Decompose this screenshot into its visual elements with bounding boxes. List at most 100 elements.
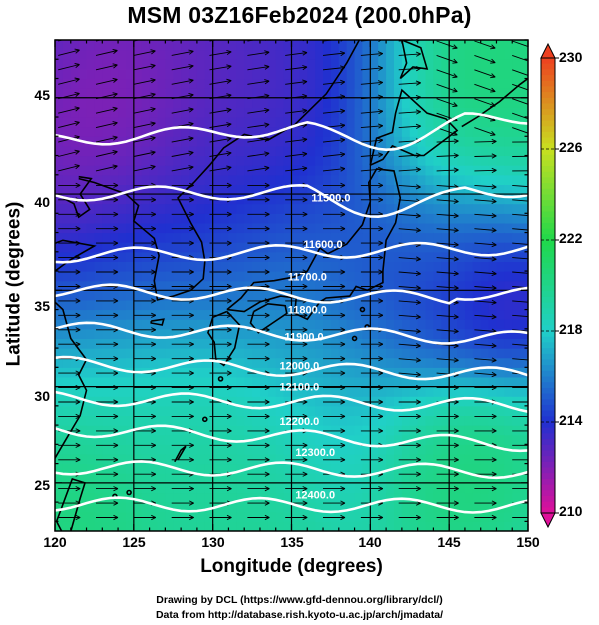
credit-drawing: Drawing by DCL (https://www.gfd-dennou.o…	[156, 594, 443, 606]
field-cell	[204, 117, 214, 128]
field-cell	[315, 482, 324, 494]
field-cell	[307, 165, 316, 176]
field-cell	[55, 117, 64, 128]
field-cell	[173, 367, 182, 378]
vector-head	[302, 442, 308, 448]
field-cell	[425, 155, 434, 166]
field-cell	[196, 59, 206, 70]
field-cell	[464, 502, 474, 513]
field-cell	[323, 280, 332, 291]
field-cell	[417, 213, 427, 224]
field-cell	[204, 232, 214, 243]
wind-vector	[323, 370, 346, 376]
field-cell	[102, 338, 111, 349]
field-cell	[275, 97, 285, 108]
field-cell	[472, 357, 482, 368]
field-cell	[78, 213, 88, 224]
vector-head	[150, 49, 156, 55]
wind-vector	[133, 327, 156, 333]
field-cell	[55, 463, 64, 474]
colorbar-segment	[541, 58, 555, 65]
field-cell	[504, 299, 513, 311]
vector-shaft	[360, 110, 383, 114]
field-cell	[228, 309, 237, 320]
field-cell	[212, 88, 222, 99]
field-cell	[386, 377, 395, 388]
vector-shaft	[512, 329, 528, 332]
vector-shaft	[512, 199, 528, 202]
field-cell	[165, 126, 174, 137]
field-cell	[512, 328, 521, 339]
wind-vector	[436, 256, 459, 262]
field-cell	[354, 521, 364, 531]
field-cell	[165, 222, 174, 234]
field-cell	[204, 482, 214, 494]
field-cell	[283, 97, 293, 108]
field-cell	[149, 59, 159, 70]
field-cell	[252, 386, 261, 397]
field-cell	[457, 328, 466, 339]
field-cell	[425, 184, 434, 195]
field-cell	[173, 377, 182, 388]
field-cell	[228, 242, 237, 253]
field-cell	[181, 271, 190, 282]
field-cell	[433, 319, 442, 330]
field-cell	[433, 309, 442, 320]
vector-head	[302, 240, 308, 246]
field-cell	[283, 367, 293, 378]
field-cell	[299, 444, 308, 455]
wind-vector	[171, 150, 194, 157]
vector-head	[415, 123, 421, 129]
field-cell	[204, 492, 214, 503]
field-cell	[133, 492, 143, 503]
field-cell	[394, 213, 403, 224]
wind-vector	[512, 343, 528, 346]
wind-vector	[512, 127, 528, 136]
field-cell	[354, 78, 364, 89]
field-cell	[220, 454, 229, 465]
field-cell	[220, 40, 229, 51]
field-cell	[94, 473, 103, 484]
vector-head	[453, 270, 459, 277]
field-cell	[244, 405, 253, 416]
field-cell	[425, 78, 434, 89]
field-cell	[425, 165, 434, 176]
field-cell	[173, 88, 182, 99]
field-cell	[401, 309, 411, 320]
field-cell	[386, 174, 395, 185]
field-cell	[220, 261, 229, 272]
field-cell	[299, 40, 308, 51]
field-cell	[480, 338, 490, 349]
field-cell	[354, 117, 364, 128]
field-cell	[464, 88, 474, 99]
vector-head	[189, 486, 194, 492]
field-cell	[133, 299, 143, 311]
field-cell	[401, 117, 411, 128]
vector-shaft	[474, 213, 497, 217]
field-cell	[228, 232, 237, 243]
field-cell	[62, 328, 72, 339]
field-cell	[220, 68, 229, 80]
field-cell	[307, 299, 316, 311]
vector-head	[530, 286, 535, 290]
field-cell	[260, 482, 269, 494]
vector-head	[264, 399, 270, 405]
field-cell	[394, 155, 403, 166]
field-cell	[307, 473, 316, 484]
field-cell	[126, 165, 135, 176]
field-cell	[417, 348, 427, 359]
field-cell	[449, 425, 458, 436]
colorbar-segment	[541, 404, 555, 412]
field-cell	[141, 136, 151, 147]
field-cell	[86, 473, 95, 484]
field-cell	[401, 222, 411, 234]
field-cell	[165, 68, 174, 80]
field-cell	[133, 357, 143, 368]
field-cell	[133, 126, 143, 137]
field-cell	[488, 261, 498, 272]
y-tick-label: 40	[34, 194, 50, 210]
field-cell	[236, 59, 245, 70]
field-cell	[425, 232, 434, 243]
field-cell	[86, 184, 95, 195]
field-cell	[464, 194, 474, 205]
